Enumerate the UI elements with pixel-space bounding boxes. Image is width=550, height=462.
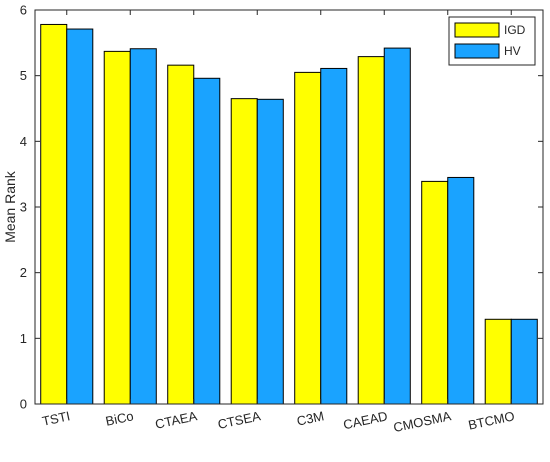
bar-hv-ctsea [256,98,284,405]
x-tick-label-caead: CAEAD [342,408,389,432]
bar-igd-caead [357,56,385,405]
y-tick-label: 6 [20,3,27,18]
y-tick-label: 2 [20,265,27,280]
y-axis-ticks: 0 1 2 3 4 5 6 [20,3,543,412]
x-tick-label-cmosma: CMOSMA [392,408,453,435]
x-tick-label-ctaea: CTAEA [154,408,199,432]
bar-igd-btcmo [484,318,512,405]
legend: IGD HV [448,16,536,66]
bar-hv-c3m [320,67,348,405]
x-tick-label-c3m: C3M [295,408,325,428]
x-tick-label-bico: BiCo [104,408,135,429]
bar-igd-cmosma [421,180,449,405]
bar-igd-c3m [294,71,322,405]
bars [40,23,538,405]
bar-igd-ctaea [167,64,195,405]
bar-hv-caead [383,47,411,405]
bar-hv-bico [129,48,157,405]
bar-hv-tsti [66,28,94,405]
y-tick-label: 4 [20,134,27,149]
bar-hv-ctaea [193,77,221,405]
y-tick-label: 1 [20,331,27,346]
x-tick-label-tsti: TSTI [41,408,72,429]
bar-hv-btcmo [510,318,538,405]
bar-igd-ctsea [230,98,258,405]
legend-swatch-hv [454,43,500,59]
bar-igd-bico [103,50,131,405]
legend-swatch-igd [454,22,500,38]
x-tick-label-btcmo: BTCMO [467,408,516,432]
y-tick-label: 0 [20,397,27,412]
bar-hv-cmosma [447,176,475,405]
y-axis-label: Mean Rank [2,170,18,243]
y-tick-label: 3 [20,200,27,215]
y-tick-label: 5 [20,68,27,83]
legend-label-igd: IGD [504,23,526,37]
x-tick-label-ctsea: CTSEA [216,408,262,432]
legend-label-hv: HV [504,44,521,58]
bar-igd-tsti [40,23,68,405]
